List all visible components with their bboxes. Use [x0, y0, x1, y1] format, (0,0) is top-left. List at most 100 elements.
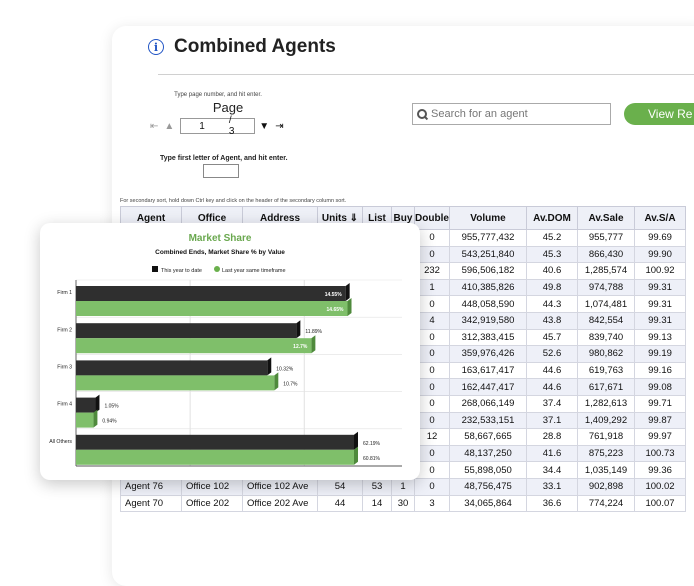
- table-cell: 36.6: [526, 494, 578, 513]
- data-label: 1.05%: [104, 404, 119, 410]
- table-header-row: Agent Office Address Units ⇓ List Buy Do…: [120, 206, 686, 230]
- search-icon: [417, 109, 427, 119]
- col-double[interactable]: Double: [414, 206, 450, 230]
- search-placeholder: Search for an agent: [431, 108, 528, 120]
- view-report-button[interactable]: View Re: [624, 103, 694, 125]
- data-label: 12.7%: [293, 344, 308, 350]
- info-icon[interactable]: i: [148, 39, 164, 55]
- data-label: 10.32%: [276, 366, 294, 372]
- table-cell: 839,740: [577, 328, 635, 347]
- page-number-input[interactable]: 1 / 3: [180, 115, 256, 137]
- table-cell: 875,223: [577, 444, 635, 463]
- table-cell: 99.08: [634, 378, 686, 396]
- table-cell: 842,554: [577, 311, 635, 330]
- table-cell: 0: [414, 345, 450, 363]
- title-divider: [158, 74, 694, 75]
- table-cell: 3: [414, 494, 450, 513]
- table-cell: 48,137,250: [449, 444, 527, 463]
- next-page-icon[interactable]: ▼: [259, 120, 270, 132]
- table-cell: 58,667,665: [449, 428, 527, 446]
- table-cell: 774,224: [577, 494, 635, 513]
- table-cell: 1,035,149: [577, 461, 635, 479]
- category-label: Firm 2: [57, 327, 72, 333]
- table-cell: 99.71: [634, 394, 686, 413]
- table-cell: 1,285,574: [577, 262, 635, 280]
- table-cell: 596,506,182: [449, 262, 527, 280]
- table-cell: 99.13: [634, 328, 686, 347]
- table-cell: 44.6: [526, 361, 578, 380]
- bar-side: [345, 283, 350, 301]
- table-cell: 99.31: [634, 295, 686, 313]
- table-cell: 100.92: [634, 262, 686, 280]
- page-label: Page: [212, 100, 244, 115]
- table-cell: Agent 70: [120, 494, 182, 513]
- table-cell: 99.31: [634, 278, 686, 297]
- table-cell: Office 102: [181, 477, 243, 496]
- table-row[interactable]: Agent 70 Office 202 Office 202 Ave 44 14 30 3 3…: [120, 494, 686, 513]
- legend-last-year: Last year same timeframe: [222, 268, 286, 274]
- bar-side: [267, 357, 272, 376]
- table-cell: 37.4: [526, 394, 578, 413]
- table-cell: 1,074,481: [577, 295, 635, 313]
- table-cell: 33.1: [526, 477, 578, 496]
- title-row: i Combined Agents: [148, 36, 336, 58]
- table-cell: 44.6: [526, 378, 578, 396]
- table-cell: 974,788: [577, 278, 635, 297]
- category-label: Firm 4: [57, 402, 72, 408]
- bar-side: [347, 298, 352, 316]
- table-cell: Agent 76: [120, 477, 182, 496]
- data-label: 14.55%: [325, 292, 343, 298]
- sort-hint: For secondary sort, hold down Ctrl key a…: [120, 198, 347, 204]
- table-cell: 54: [317, 477, 363, 496]
- page-number-hint: Type page number, and hit enter.: [174, 92, 262, 98]
- category-label: Firm 3: [57, 365, 72, 371]
- legend-swatch-last-year: [214, 266, 220, 272]
- col-avdom[interactable]: Av.DOM: [526, 206, 578, 230]
- letter-filter-input[interactable]: [203, 164, 239, 178]
- table-cell: 761,918: [577, 428, 635, 446]
- last-page-icon[interactable]: ⇥: [275, 120, 284, 132]
- table-cell: 99.19: [634, 345, 686, 363]
- table-cell: 866,430: [577, 245, 635, 264]
- first-page-icon[interactable]: ⇤: [150, 120, 159, 132]
- pager: ⇤ ▲ 1 / 3 ▼ ⇥: [150, 115, 290, 137]
- table-cell: 37.1: [526, 411, 578, 430]
- table-cell: 955,777: [577, 229, 635, 247]
- data-label: 62.19%: [363, 441, 381, 447]
- table-cell: 0: [414, 245, 450, 264]
- table-cell: 410,385,826: [449, 278, 527, 297]
- agent-search-input[interactable]: Search for an agent: [412, 103, 611, 125]
- table-cell: 980,862: [577, 345, 635, 363]
- table-cell: 45.2: [526, 229, 578, 247]
- legend-this-year: This year to date: [161, 268, 202, 274]
- bar-side: [95, 394, 100, 413]
- table-cell: 163,617,417: [449, 361, 527, 380]
- data-label: 10.7%: [283, 381, 298, 387]
- legend-swatch-this-year: [152, 266, 158, 272]
- table-cell: 34.4: [526, 461, 578, 479]
- table-cell: 1,282,613: [577, 394, 635, 413]
- col-avsale[interactable]: Av.Sale: [577, 206, 635, 230]
- table-cell: 99.97: [634, 428, 686, 446]
- page-title: Combined Agents: [174, 36, 336, 57]
- market-share-chart-card: Market Share Combined Ends, Market Share …: [40, 223, 420, 480]
- col-volume[interactable]: Volume: [449, 206, 527, 230]
- table-cell: 268,066,149: [449, 394, 527, 413]
- bar: [76, 301, 348, 316]
- category-label: Firm 1: [57, 290, 72, 296]
- bar: [76, 434, 354, 450]
- table-cell: 41.6: [526, 444, 578, 463]
- col-avsa[interactable]: Av.S/A: [634, 206, 686, 230]
- category-label: All Others: [49, 439, 72, 445]
- table-cell: 99.90: [634, 245, 686, 264]
- table-cell: 55,898,050: [449, 461, 527, 479]
- table-cell: 99.36: [634, 461, 686, 479]
- data-label: 60.81%: [363, 456, 381, 462]
- data-label: 14.65%: [327, 307, 345, 313]
- table-cell: 902,898: [577, 477, 635, 496]
- prev-page-icon[interactable]: ▲: [164, 120, 175, 132]
- table-cell: 100.73: [634, 444, 686, 463]
- table-row[interactable]: Agent 76 Office 102 Office 102 Ave 54 53 1 0 48…: [120, 477, 686, 496]
- bar: [76, 323, 297, 339]
- chart-subtitle: Combined Ends, Market Share % by Value: [155, 249, 285, 256]
